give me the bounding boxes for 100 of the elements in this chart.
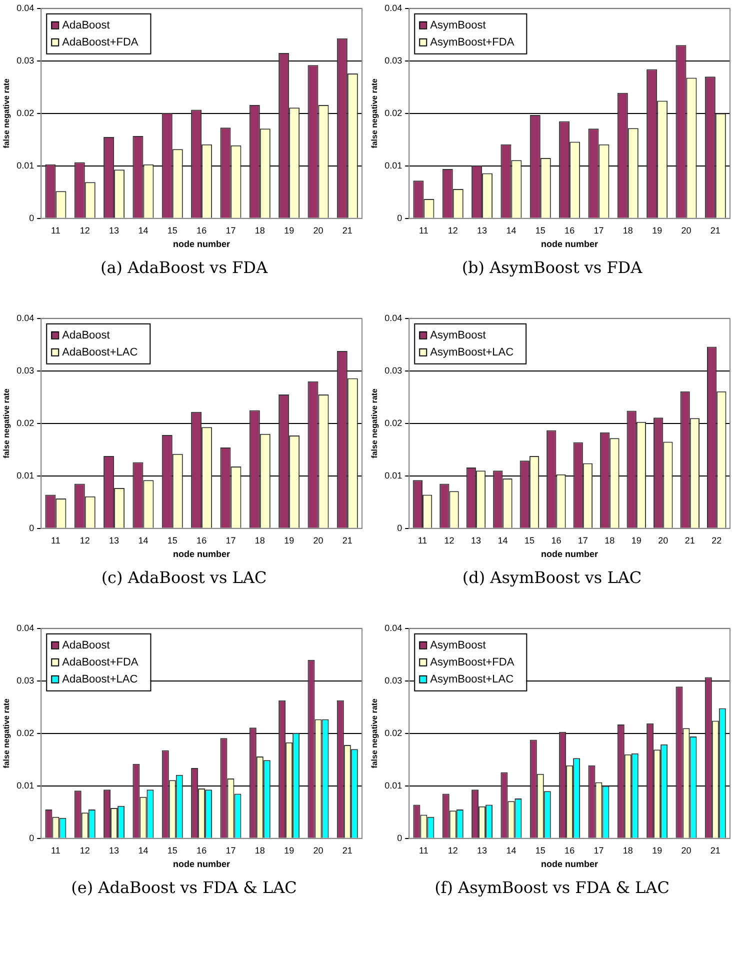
y-tick-label: 0.01 (384, 780, 402, 790)
x-tick-label: 15 (524, 535, 534, 546)
x-tick-label: 18 (622, 845, 633, 856)
y-tick-label: 0.04 (384, 622, 402, 633)
x-tick-label: 19 (284, 845, 294, 856)
y-tick-label: 0.03 (16, 55, 34, 66)
x-tick-label: 15 (167, 845, 178, 856)
text: (d) AsymBoost vs LAC (461, 568, 643, 587)
x-tick-label: 21 (710, 225, 720, 236)
legend-label: AdaBoost (62, 19, 110, 32)
x-tick-label: 21 (342, 535, 352, 546)
legend-label: AdaBoost+FDA (62, 656, 139, 668)
x-tick-label: 19 (652, 845, 662, 856)
x-tick-label: 20 (658, 535, 668, 546)
x-tick-label: 15 (167, 535, 178, 546)
legend-label: AsymBoost (430, 329, 486, 342)
legend-label: AsymBoost (430, 19, 486, 32)
x-tick-label: 16 (196, 225, 207, 236)
x-tick-label: 13 (477, 845, 488, 856)
y-tick-label: 0.04 (16, 2, 34, 13)
y-tick-label: 0.02 (384, 108, 402, 118)
x-tick-label: 21 (710, 845, 720, 856)
x-tick-label: 18 (254, 535, 265, 546)
y-tick-label: 0.02 (16, 418, 34, 428)
x-axis-title: node number (173, 549, 231, 560)
x-tick-label: 18 (604, 535, 615, 546)
x-tick-label: 12 (80, 225, 90, 236)
x-tick-label: 14 (498, 535, 508, 546)
x-tick-label: 18 (622, 225, 633, 236)
text: (a) AdaBoost vs FDA (99, 258, 269, 277)
x-tick-label: 17 (226, 535, 236, 546)
y-tick-label: 0.02 (384, 728, 402, 738)
y-tick-label: 0 (29, 522, 34, 533)
y-tick-label: 0.03 (16, 365, 34, 376)
x-tick-label: 13 (470, 535, 481, 546)
x-tick-label: 16 (564, 225, 575, 236)
x-tick-label: 14 (138, 535, 148, 546)
legend-label: AdaBoost (62, 639, 110, 652)
x-tick-label: 11 (51, 225, 60, 236)
x-tick-label: 20 (681, 845, 692, 856)
x-tick-label: 11 (51, 845, 60, 856)
y-tick-label: 0.02 (384, 418, 402, 428)
x-tick-label: 20 (313, 535, 324, 546)
y-tick-label: 0.04 (384, 2, 402, 13)
x-tick-label: 20 (681, 225, 692, 236)
x-tick-label: 19 (284, 535, 294, 546)
y-axis-title: false negative rate (2, 78, 12, 148)
x-axis-title: node number (173, 859, 231, 870)
legend-label: AsymBoost (430, 639, 486, 652)
x-tick-label: 15 (535, 225, 546, 236)
y-tick-label: 0 (29, 212, 34, 223)
y-tick-label: 0 (29, 832, 34, 843)
x-tick-label: 15 (167, 225, 178, 236)
y-tick-label: 0 (397, 522, 402, 533)
x-tick-label: 14 (138, 225, 148, 236)
x-tick-label: 12 (448, 845, 458, 856)
text: (e) AdaBoost vs FDA & LAC (70, 878, 298, 897)
x-axis-title: node number (541, 549, 599, 560)
x-tick-label: 13 (109, 225, 120, 236)
legend-label: AdaBoost (62, 329, 110, 342)
y-axis-title: false negative rate (2, 698, 12, 768)
y-tick-label: 0.02 (16, 728, 34, 738)
x-tick-label: 17 (594, 225, 604, 236)
x-tick-label: 19 (284, 225, 294, 236)
y-tick-label: 0.03 (384, 55, 402, 66)
x-tick-label: 19 (631, 535, 642, 546)
legend-label: AsymBoost+FDA (430, 36, 515, 48)
text: (f) AsymBoost vs FDA & LAC (434, 878, 670, 897)
x-axis-title: node number (541, 239, 599, 250)
x-axis-title: node number (541, 859, 599, 870)
legend-label: AsymBoost+LAC (430, 346, 514, 358)
x-tick-label: 11 (51, 535, 60, 546)
x-tick-label: 16 (196, 845, 207, 856)
legend-label: AsymBoost+FDA (430, 656, 515, 668)
x-tick-label: 21 (342, 845, 352, 856)
y-tick-label: 0.03 (384, 675, 402, 686)
y-axis-title: false negative rate (370, 698, 380, 768)
x-tick-label: 19 (652, 225, 662, 236)
legend-label: AdaBoost+FDA (62, 36, 139, 48)
y-tick-label: 0.01 (16, 780, 34, 790)
legend-label: AdaBoost+LAC (62, 673, 138, 686)
x-tick-label: 11 (419, 845, 428, 856)
text: (b) AsymBoost vs FDA (460, 258, 644, 277)
y-tick-label: 0.01 (384, 470, 402, 480)
y-tick-label: 0.01 (16, 160, 34, 170)
y-axis-title: false negative rate (370, 388, 380, 458)
x-tick-label: 13 (109, 845, 120, 856)
x-tick-label: 11 (418, 535, 428, 546)
y-tick-label: 0 (397, 212, 402, 223)
x-tick-label: 14 (506, 225, 516, 236)
x-tick-label: 17 (226, 845, 236, 856)
y-tick-label: 0.04 (16, 312, 34, 323)
y-tick-label: 0 (397, 832, 402, 843)
x-tick-label: 18 (254, 845, 265, 856)
y-tick-label: 0.03 (384, 365, 402, 376)
x-tick-label: 17 (226, 225, 236, 236)
x-tick-label: 21 (342, 225, 352, 236)
x-tick-label: 12 (448, 225, 458, 236)
x-tick-label: 18 (254, 225, 265, 236)
x-tick-label: 16 (564, 845, 575, 856)
